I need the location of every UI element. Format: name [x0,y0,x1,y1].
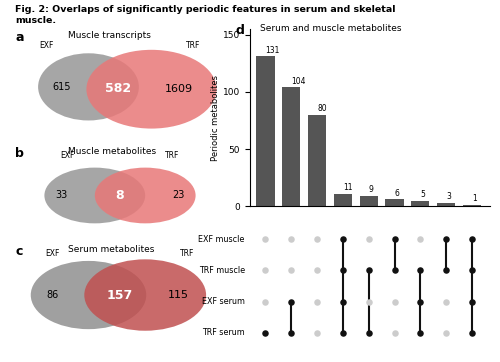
Point [416,330,424,336]
Point [442,268,450,273]
Text: TRF: TRF [166,151,179,160]
Text: 104: 104 [292,77,306,85]
Point [416,299,424,304]
Text: 5: 5 [420,190,425,199]
Text: 1609: 1609 [164,84,193,94]
Text: 582: 582 [105,81,131,94]
Point [468,268,476,273]
Point [468,299,476,304]
Point [288,268,296,273]
Ellipse shape [31,261,146,329]
Bar [334,194,352,206]
Text: Serum and muscle metabolites: Serum and muscle metabolites [260,24,402,33]
Ellipse shape [95,168,196,223]
Text: Muscle transcripts: Muscle transcripts [68,31,150,40]
Point [339,299,347,304]
Point [339,268,347,273]
Bar [308,115,326,206]
Text: b: b [15,147,24,160]
Text: 33: 33 [55,190,68,201]
Bar [386,199,404,206]
Bar [437,203,455,206]
Text: 615: 615 [52,82,70,92]
Point [390,330,398,336]
Bar [463,205,481,206]
Text: EXF: EXF [60,151,74,160]
Point [288,299,296,304]
Point [262,236,270,242]
Point [288,236,296,242]
Point [442,236,450,242]
Point [288,330,296,336]
Text: a: a [15,31,24,44]
Point [390,268,398,273]
Text: TRF serum: TRF serum [202,328,245,337]
Text: 8: 8 [116,189,124,202]
Text: 115: 115 [168,290,190,300]
Point [262,299,270,304]
Text: Fig. 2: Overlaps of significantly periodic features in serum and skeletal
muscle: Fig. 2: Overlaps of significantly period… [15,5,396,25]
Text: 9: 9 [368,185,374,194]
Point [364,236,372,242]
Text: 6: 6 [394,189,400,198]
Point [364,268,372,273]
Text: EXF muscle: EXF muscle [198,235,245,244]
Bar [256,56,274,206]
Y-axis label: Periodic metabolites: Periodic metabolites [211,75,220,161]
Point [313,299,321,304]
Text: Muscle metabolites: Muscle metabolites [68,147,156,156]
Text: 157: 157 [107,289,133,302]
Point [364,330,372,336]
Point [262,330,270,336]
Point [390,236,398,242]
Text: 23: 23 [172,190,185,201]
Point [468,330,476,336]
Ellipse shape [38,53,139,121]
Text: 3: 3 [446,192,451,201]
Text: Serum metabolites: Serum metabolites [68,245,154,254]
Point [442,330,450,336]
Point [416,268,424,273]
Text: d: d [235,24,244,37]
Text: EXF serum: EXF serum [202,297,245,306]
Point [262,268,270,273]
Ellipse shape [86,50,216,129]
Text: c: c [15,245,22,258]
Bar [360,196,378,206]
Text: EXF: EXF [46,249,60,258]
Text: TRF: TRF [186,41,200,50]
Text: 11: 11 [343,183,352,192]
Bar [412,201,430,206]
Point [339,236,347,242]
Ellipse shape [44,168,145,223]
Text: 1: 1 [472,194,476,203]
Text: TRF muscle: TRF muscle [198,266,245,275]
Bar [282,87,300,206]
Text: 86: 86 [46,290,59,300]
Point [364,299,372,304]
Text: EXF: EXF [40,41,54,50]
Point [468,236,476,242]
Point [313,268,321,273]
Point [313,236,321,242]
Point [416,236,424,242]
Point [390,299,398,304]
Text: 80: 80 [317,104,326,113]
Point [313,330,321,336]
Text: TRF: TRF [180,249,194,258]
Ellipse shape [84,259,206,331]
Point [442,299,450,304]
Point [339,330,347,336]
Text: 131: 131 [266,46,280,55]
